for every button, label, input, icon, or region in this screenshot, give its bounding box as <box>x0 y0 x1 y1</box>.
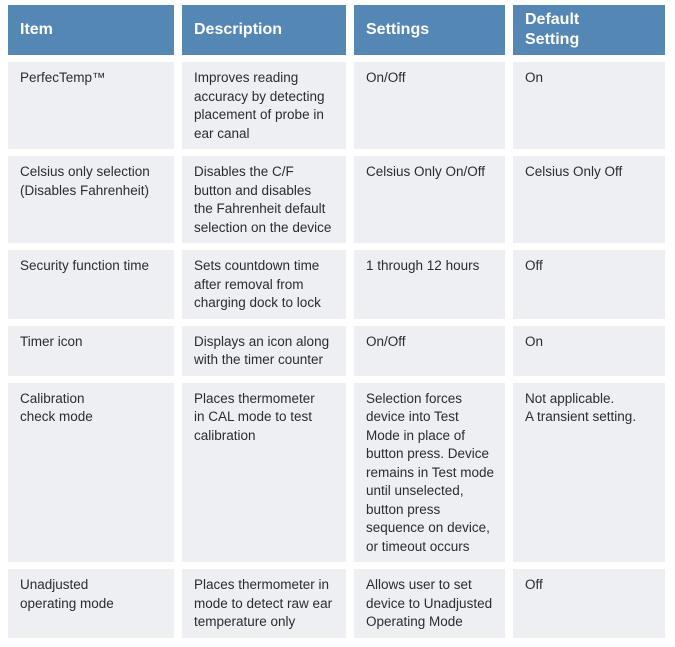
cell-description: Improves reading accuracy by detecting p… <box>182 62 346 149</box>
cell-description: Places thermometer in CAL mode to test c… <box>182 382 346 562</box>
cell-default-setting: On <box>513 62 665 149</box>
cell-description: Sets countdown time after removal from c… <box>182 250 346 319</box>
table-row-calibration-check-mode: Calibration check mode Places thermomete… <box>8 382 667 562</box>
cell-default-setting: Celsius Only Off <box>513 156 665 243</box>
cell-default-setting: Off <box>513 250 665 319</box>
table-row-security-function-time: Security function time Sets countdown ti… <box>8 250 667 319</box>
header-cell-settings: Settings <box>354 5 505 55</box>
cell-item: Timer icon <box>8 325 174 376</box>
cell-default-setting: On <box>513 325 665 376</box>
cell-description: Disables the C/F button and disables the… <box>182 156 346 243</box>
cell-item: Security function time <box>8 250 174 319</box>
table-row-perfectemp: PerfecTemp™ Improves reading accuracy by… <box>8 62 667 149</box>
cell-settings: Allows user to set device to Unadjusted … <box>354 569 505 638</box>
cell-settings: Celsius Only On/Off <box>354 156 505 243</box>
table-row-timer-icon: Timer icon Displays an icon along with t… <box>8 325 667 376</box>
cell-settings: On/Off <box>354 62 505 149</box>
cell-description: Displays an icon along with the timer co… <box>182 325 346 376</box>
table-row-unadjusted-operating-mode: Unadjusted operating mode Places thermom… <box>8 569 667 638</box>
table-header-row: Item Description Settings Default Settin… <box>8 5 667 55</box>
cell-item: Celsius only selection (Disables Fahrenh… <box>8 156 174 243</box>
cell-description: Places thermometer in mode to detect raw… <box>182 569 346 638</box>
header-cell-item: Item <box>8 5 174 55</box>
table-row-celsius-only: Celsius only selection (Disables Fahrenh… <box>8 156 667 243</box>
cell-item: Calibration check mode <box>8 382 174 562</box>
cell-item: Unadjusted operating mode <box>8 569 174 638</box>
header-cell-description: Description <box>182 5 346 55</box>
cell-settings: On/Off <box>354 325 505 376</box>
cell-default-setting: Off <box>513 569 665 638</box>
header-cell-default-setting: Default Setting <box>513 5 665 55</box>
cell-item: PerfecTemp™ <box>8 62 174 149</box>
cell-default-setting: Not applicable. A transient setting. <box>513 382 665 562</box>
cell-settings: 1 through 12 hours <box>354 250 505 319</box>
cell-settings: Selection forces device into Test Mode i… <box>354 382 505 562</box>
